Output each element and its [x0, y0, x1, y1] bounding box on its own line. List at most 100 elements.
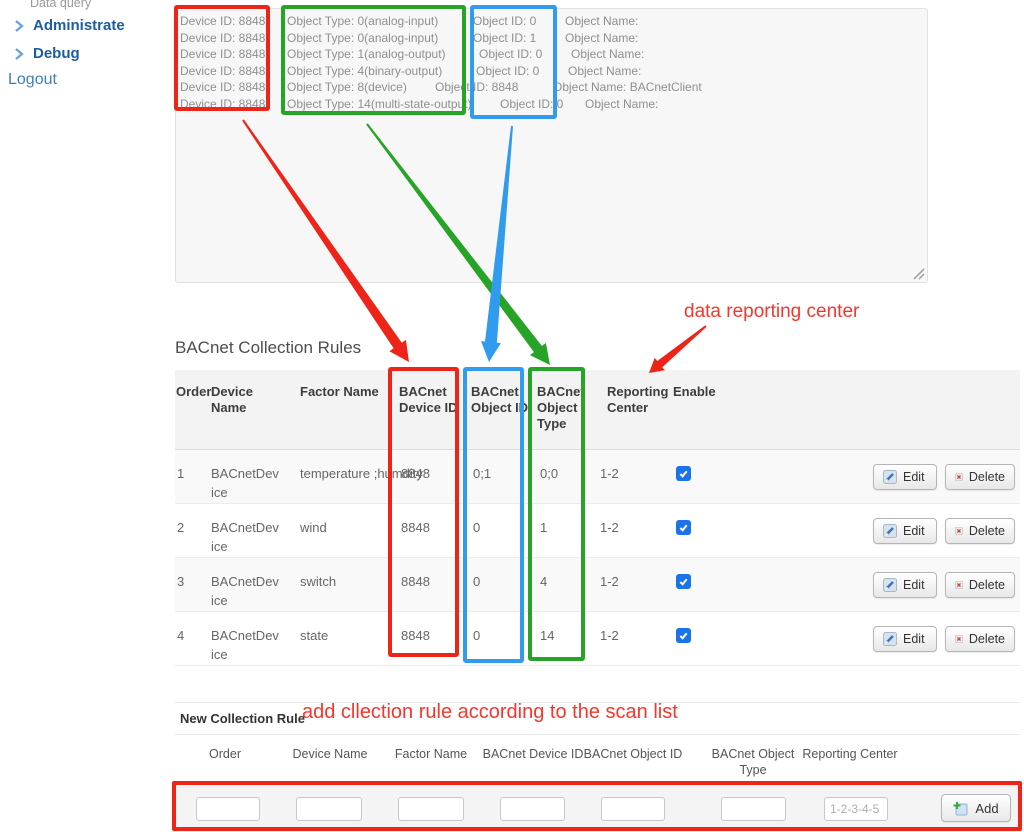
scan-line-text: Device ID: 8848: [180, 63, 266, 78]
scan-line-text: Device ID: 8848: [180, 47, 266, 61]
cell-factor-name: temperature ;humdity: [300, 466, 423, 481]
scan-line-text: Object ID: 0: [476, 63, 540, 78]
scan-line-text: Object ID: 0: [473, 14, 537, 28]
scan-line-text: Object Name:: [565, 14, 642, 28]
delete-button[interactable]: Delete: [945, 626, 1015, 652]
checkmark-icon: [679, 524, 688, 532]
divider: [175, 702, 1020, 703]
device-name-input[interactable]: [296, 797, 362, 821]
bacnet-object-id-input[interactable]: [601, 797, 665, 821]
delete-button[interactable]: Delete: [945, 464, 1015, 490]
col-header-reporting-center: Reporting Center: [607, 384, 669, 415]
col-header-bacnet-object-type: BACnet Object Type: [537, 384, 585, 431]
edit-pencil-icon: [883, 524, 897, 538]
scan-line-text: Device ID: 8848: [180, 14, 266, 28]
order-input[interactable]: [196, 797, 260, 821]
sidebar-item-debug[interactable]: Debug: [14, 45, 80, 62]
delete-button-label: Delete: [968, 632, 1005, 646]
edit-button-label: Edit: [903, 470, 925, 484]
edit-pencil-icon: [883, 470, 897, 484]
cell-reporting-center: 1-2: [600, 628, 619, 643]
cell-order: 4: [177, 628, 185, 643]
scan-line-text: Object Name:: [568, 63, 645, 78]
cell-device-name: BACnetDevice: [211, 520, 279, 554]
col-header-bacnet-device-id: BACnet Device ID: [399, 384, 458, 415]
bacnet-object-type-input[interactable]: [721, 797, 786, 821]
cell-bacnet-device-id: 8848: [401, 628, 430, 643]
delete-button[interactable]: Delete: [945, 572, 1015, 598]
bacnet-device-id-input[interactable]: [500, 797, 565, 821]
cell-bacnet-object-type: 1: [540, 520, 548, 535]
cell-factor-name: wind: [300, 520, 327, 535]
new-rule-label-factor-name: Factor Name: [394, 747, 468, 761]
cell-reporting-center: 1-2: [600, 520, 619, 535]
scan-line-text: Object Type: 14(multi-state-output): [287, 96, 472, 111]
chevron-right-icon: [15, 19, 24, 32]
scan-line-text: Object Type: 8(device): [287, 80, 407, 94]
edit-button[interactable]: Edit: [873, 572, 937, 598]
delete-button-label: Delete: [968, 578, 1005, 592]
new-rule-label-bacnet-object-type: BACnet Object Type: [711, 747, 795, 777]
checkmark-icon: [679, 470, 688, 478]
cell-reporting-center: 1-2: [600, 466, 619, 481]
scan-line-text: Device ID: 8848: [180, 96, 266, 111]
cell-bacnet-object-type: 14: [540, 628, 555, 643]
scan-line-text: Object ID: 8848: [435, 80, 519, 94]
edit-button-label: Edit: [903, 524, 925, 538]
enable-checkbox[interactable]: [676, 574, 691, 589]
scan-line-text: Object Type: 0(analog-input): [287, 14, 439, 28]
annotation-text-reporting-center: data reporting center: [684, 301, 860, 322]
scan-line-text: Object ID: 0: [500, 96, 564, 111]
col-header-enable: Enable: [673, 384, 716, 399]
reporting-center-input[interactable]: [824, 797, 888, 821]
edit-button[interactable]: Edit: [873, 518, 937, 544]
table-row: 2 BACnetDevice wind 8848 0 1 1-2 Edit: [175, 504, 1020, 558]
edit-button-label: Edit: [903, 632, 925, 646]
table-row: 3 BACnetDevice switch 8848 0 4 1-2 Edit: [175, 558, 1020, 612]
cell-order: 2: [177, 520, 185, 535]
col-header-factor-name: Factor Name: [300, 384, 379, 399]
scan-list-textarea[interactable]: Device ID: 8848 Object Type: 0(analog-inp…: [175, 8, 928, 283]
factor-name-input[interactable]: [398, 797, 464, 821]
col-header-order: Order: [176, 384, 212, 399]
rules-table-header: Order Device Name Factor Name BACnet Dev…: [175, 370, 1020, 450]
add-button[interactable]: Add: [941, 794, 1011, 822]
cell-bacnet-device-id: 8848: [401, 574, 430, 589]
edit-button[interactable]: Edit: [873, 464, 937, 490]
cell-bacnet-object-type: 0;0: [540, 466, 559, 481]
divider: [175, 734, 1020, 735]
scan-line-text: Object Name: BACnetClient: [553, 80, 702, 94]
enable-checkbox[interactable]: [676, 466, 691, 481]
enable-checkbox[interactable]: [676, 520, 691, 535]
col-header-device-name: Device Name: [211, 384, 253, 415]
cell-device-name: BACnetDevice: [211, 466, 279, 500]
cell-bacnet-object-id: 0: [473, 628, 481, 643]
cell-factor-name: state: [300, 628, 329, 643]
edit-button[interactable]: Edit: [873, 626, 937, 652]
table-row: 1 BACnetDevice temperature ;humdity 8848…: [175, 450, 1020, 504]
checkmark-icon: [679, 632, 688, 640]
sidebar-item-label: Debug: [33, 45, 80, 62]
sidebar-item-administrate[interactable]: Administrate: [14, 17, 125, 34]
sidebar-item-data-query[interactable]: Data query: [30, 0, 92, 10]
resize-handle-icon[interactable]: [911, 266, 925, 280]
scan-line-text: Device ID: 8848: [180, 80, 266, 94]
new-rule-label-bacnet-object-id: BACnet Object ID: [583, 747, 683, 761]
col-header-bacnet-object-id: BACnet Object ID: [471, 384, 529, 415]
cell-reporting-center: 1-2: [600, 574, 619, 589]
delete-button[interactable]: Delete: [945, 518, 1015, 544]
enable-checkbox[interactable]: [676, 628, 691, 643]
table-row: 4 BACnetDevice state 8848 0 14 1-2 Edit: [175, 612, 1020, 666]
logout-link[interactable]: Logout: [8, 71, 57, 88]
cell-bacnet-device-id: 8848: [401, 466, 430, 481]
new-rule-label-device-name: Device Name: [292, 747, 368, 761]
sidebar-item-label: Administrate: [33, 17, 125, 34]
cell-device-name: BACnetDevice: [211, 574, 279, 608]
delete-button-label: Delete: [968, 524, 1005, 538]
cell-device-name: BACnetDevice: [211, 628, 279, 662]
add-button-label: Add: [975, 800, 999, 816]
edit-button-label: Edit: [903, 578, 925, 592]
scan-line-text: Device ID: 8848: [180, 30, 266, 45]
new-rule-label-order: Order: [209, 747, 241, 761]
